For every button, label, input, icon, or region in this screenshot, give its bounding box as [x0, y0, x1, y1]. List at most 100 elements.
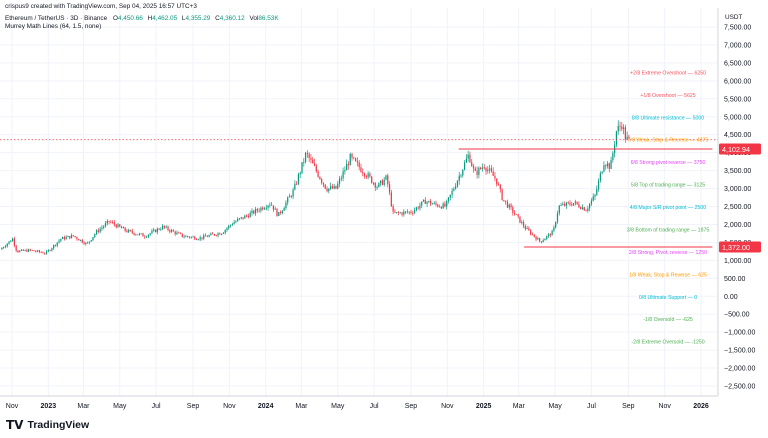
- candle-body: [403, 211, 405, 215]
- candle-body: [74, 235, 76, 238]
- candle-body: [122, 227, 124, 229]
- candle-body: [244, 215, 246, 219]
- candle-body: [412, 212, 414, 214]
- close-label: C: [215, 15, 220, 22]
- y-tick-label: 4,500.00: [724, 132, 751, 139]
- candle-body: [306, 152, 308, 154]
- candle-body: [297, 174, 300, 184]
- candle-body: [433, 202, 435, 204]
- candle-body: [99, 228, 101, 232]
- candle-body: [67, 235, 69, 238]
- candle-body: [129, 229, 132, 231]
- x-tick-label: Sep: [622, 403, 635, 410]
- candle-body: [592, 196, 594, 201]
- candle-body: [192, 236, 194, 238]
- candle-body: [462, 169, 464, 176]
- candle-body: [519, 216, 521, 223]
- murrey-level-label: 3/8 Bottom of trading range — 1875: [627, 227, 710, 233]
- candle-body: [10, 241, 12, 243]
- candle-body: [172, 230, 175, 232]
- symbol-name[interactable]: Ethereum / TetherUS · 3D · Binance: [5, 15, 108, 22]
- candle-body: [422, 199, 425, 202]
- candle-body: [195, 239, 198, 241]
- candle-body: [310, 158, 312, 160]
- candle-body: [154, 229, 157, 233]
- candle-body: [65, 237, 67, 240]
- x-tick-label: Sep: [405, 403, 418, 410]
- candle-body: [456, 180, 459, 187]
- indicator-line[interactable]: Murrey Math Lines (64, 1.5, none): [5, 23, 102, 30]
- candle-body: [471, 162, 473, 167]
- candle-body: [40, 251, 42, 253]
- candle-body: [476, 170, 478, 175]
- candle-body: [6, 243, 8, 247]
- candle-body: [387, 175, 389, 185]
- candle-body: [187, 235, 189, 237]
- candle-body: [290, 196, 292, 197]
- x-tick-label: Nov: [223, 403, 236, 410]
- candle-body: [435, 202, 437, 205]
- candle-body: [269, 204, 271, 206]
- candle-body: [337, 183, 339, 189]
- candle-body: [496, 178, 498, 185]
- candle-body: [29, 249, 32, 251]
- candle-body: [149, 233, 151, 235]
- candle-body: [246, 215, 248, 217]
- candle-body: [235, 221, 237, 223]
- candle-body: [54, 244, 57, 246]
- y-tick-label: 3,000.00: [724, 186, 751, 193]
- candle-body: [615, 131, 618, 145]
- price-tag[interactable]: [719, 241, 761, 253]
- candle-body: [169, 230, 171, 232]
- candle-body: [137, 234, 139, 236]
- price-tag-label: 4,102.94: [722, 145, 750, 154]
- tradingview-logo[interactable]: TV TradingView: [6, 418, 89, 432]
- x-tick-label: 2025: [476, 403, 492, 410]
- candle-body: [480, 167, 482, 169]
- close-value: 4,360.12: [219, 15, 245, 22]
- candle-body: [190, 236, 192, 238]
- candle-body: [163, 225, 166, 228]
- x-tick-label: 2023: [41, 403, 57, 410]
- candle-body: [106, 220, 108, 224]
- candle-body: [135, 234, 137, 236]
- x-tick-label: Jul: [370, 403, 379, 410]
- candle-body: [81, 239, 83, 243]
- candle-body: [589, 203, 591, 209]
- candle-body: [331, 186, 334, 189]
- candle-body: [294, 183, 296, 190]
- candle-body: [188, 236, 191, 238]
- murrey-level-label: 5/8 Top of trading range — 3125: [631, 183, 705, 189]
- candle-body: [208, 235, 210, 237]
- candle-body: [335, 185, 337, 189]
- candle-body: [215, 235, 217, 237]
- candle-body: [555, 222, 557, 228]
- tradingview-logo-text: TradingView: [27, 419, 90, 431]
- candle-body: [206, 236, 208, 238]
- candle-body: [481, 167, 484, 169]
- candle-body: [249, 212, 251, 218]
- candle-body: [174, 231, 176, 235]
- candle-body: [299, 172, 301, 175]
- candle-body: [354, 158, 357, 162]
- candle-body: [490, 168, 493, 172]
- candle-body: [576, 201, 578, 205]
- x-tick-label: Jul: [152, 403, 161, 410]
- price-tag[interactable]: [719, 143, 761, 155]
- candle-body: [344, 170, 346, 172]
- candle-body: [438, 206, 441, 208]
- candle-body: [258, 210, 260, 212]
- candle-body: [212, 233, 214, 235]
- candle-body: [326, 188, 328, 192]
- candle-body: [199, 237, 201, 240]
- candle-body: [79, 239, 82, 241]
- candle-body: [571, 204, 573, 206]
- candle-body: [388, 184, 391, 193]
- y-tick-label: 5,000.00: [724, 114, 751, 121]
- candle-body: [287, 197, 289, 203]
- x-tick-label: Mar: [513, 403, 526, 410]
- candle-body: [274, 208, 276, 210]
- candle-body: [11, 238, 14, 242]
